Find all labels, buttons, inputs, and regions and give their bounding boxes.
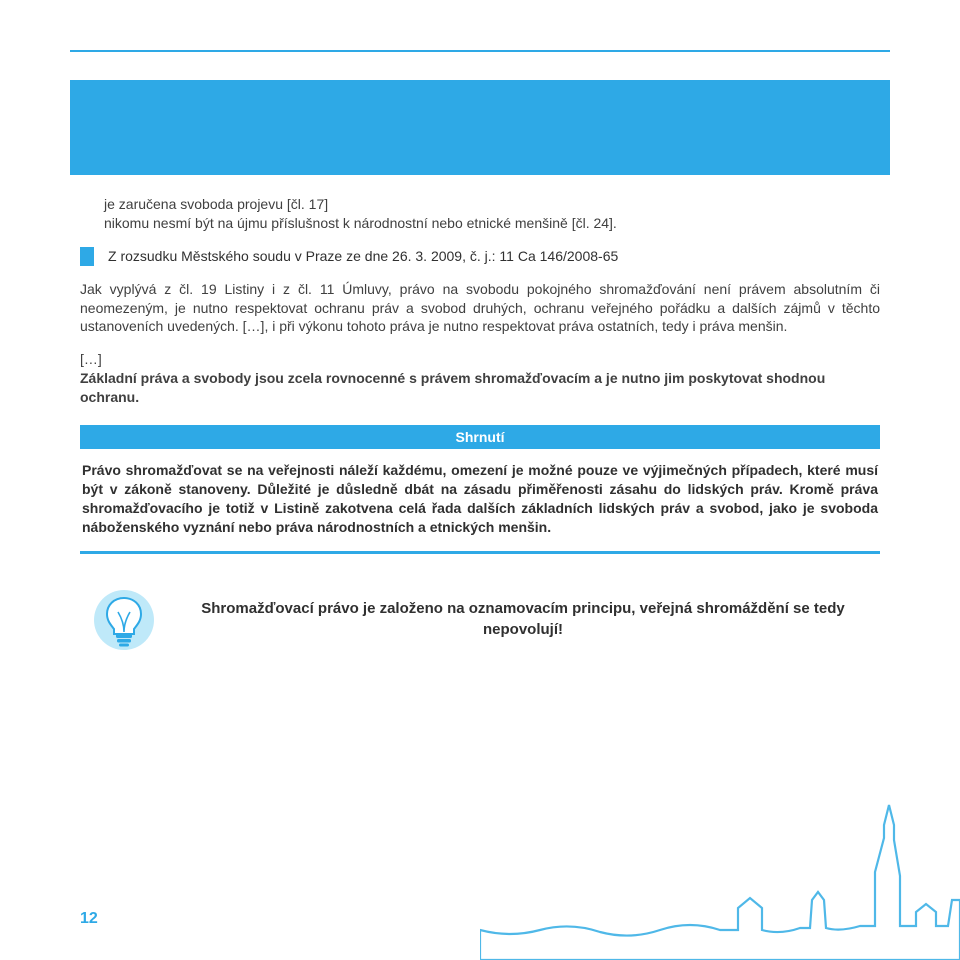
callout: Shromažďovací právo je založeno na oznam… bbox=[80, 588, 880, 652]
page-number: 12 bbox=[80, 910, 98, 928]
skyline-decoration bbox=[480, 780, 960, 960]
p3-prefix: […] bbox=[80, 350, 880, 369]
page: je zaručena svoboda projevu [čl. 17] nik… bbox=[0, 0, 960, 960]
content-area: je zaručena svoboda projevu [čl. 17] nik… bbox=[80, 195, 880, 652]
callout-text: Shromažďovací právo je založeno na oznam… bbox=[178, 599, 868, 640]
ruling-header: Z rozsudku Městského soudu v Praze ze dn… bbox=[108, 248, 618, 264]
summary-title-text: Shrnutí bbox=[456, 429, 505, 445]
lightbulb-icon bbox=[92, 588, 156, 652]
summary-body: Právo shromažďovat se na veřejnosti nále… bbox=[80, 449, 880, 554]
top-divider bbox=[70, 50, 890, 52]
paragraph-3: […] Základní práva a svobody jsou zcela … bbox=[80, 350, 880, 407]
header-band bbox=[70, 80, 890, 175]
summary-body-text: Právo shromažďovat se na veřejnosti nále… bbox=[82, 462, 878, 535]
p1-line2: nikomu nesmí být na újmu příslušnost k n… bbox=[104, 214, 880, 233]
ruling-block: Z rozsudku Městského soudu v Praze ze dn… bbox=[80, 247, 880, 266]
p2-text: Jak vyplývá z čl. 19 Listiny i z čl. 11 … bbox=[80, 281, 880, 335]
p3-body: Základní práva a svobody jsou zcela rovn… bbox=[80, 369, 880, 407]
paragraph-1: je zaručena svoboda projevu [čl. 17] nik… bbox=[104, 195, 880, 233]
p1-line1: je zaručena svoboda projevu [čl. 17] bbox=[104, 195, 880, 214]
summary-title: Shrnutí bbox=[80, 425, 880, 449]
paragraph-2: Jak vyplývá z čl. 19 Listiny i z čl. 11 … bbox=[80, 280, 880, 337]
